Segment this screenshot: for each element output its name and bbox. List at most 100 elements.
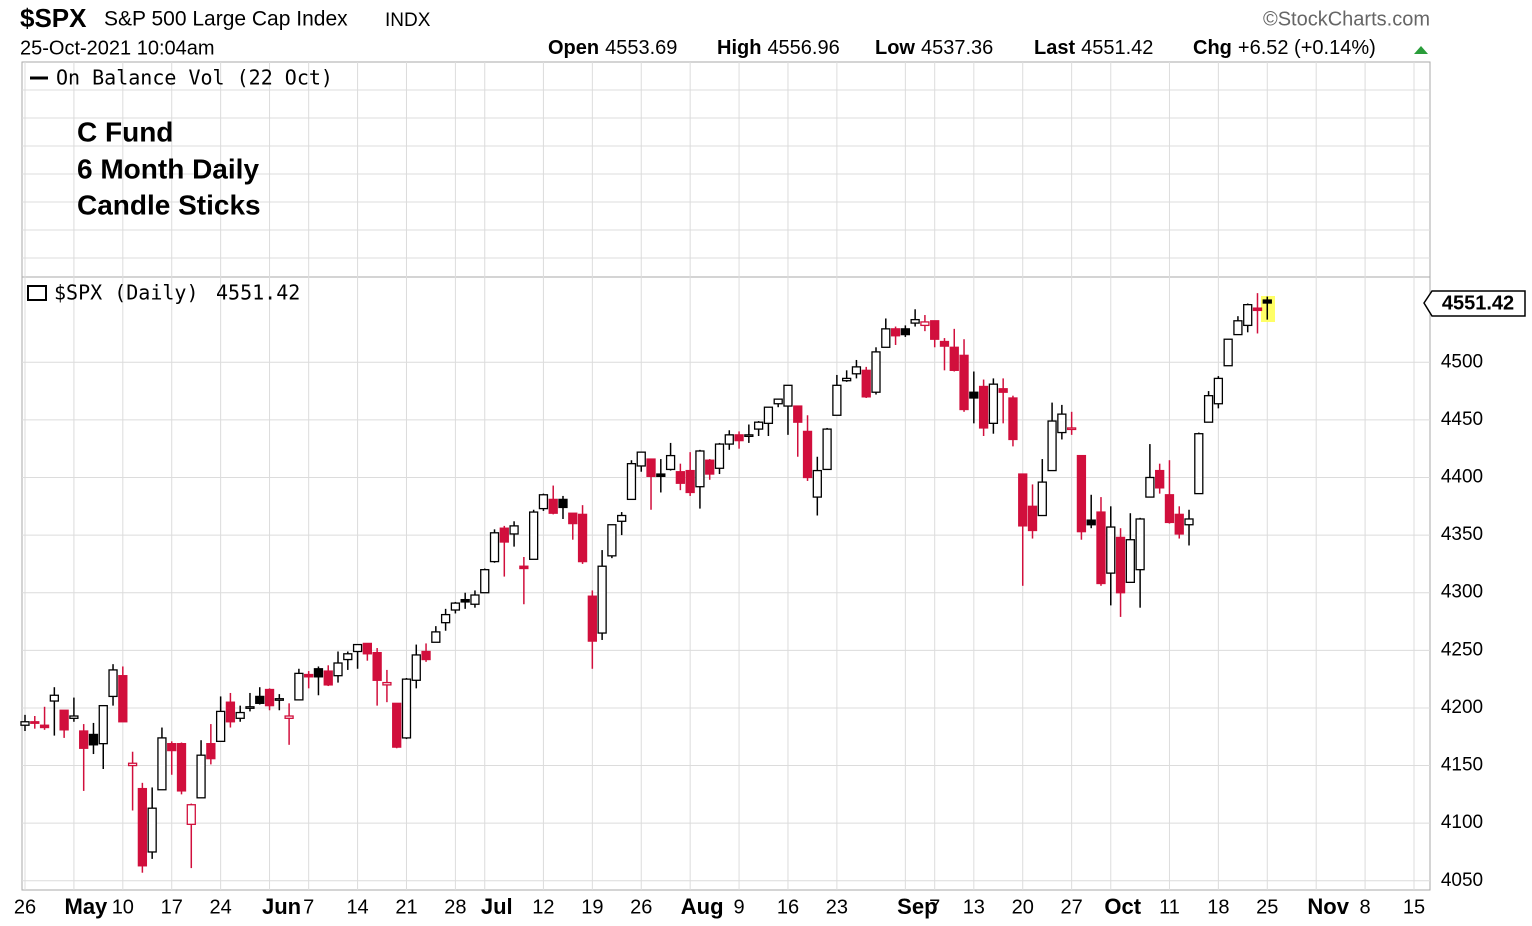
candle-body (626, 463, 637, 501)
candle-body (969, 391, 979, 399)
candle-body (890, 328, 901, 337)
x-tick-label: 21 (395, 896, 417, 918)
quote-label: Open (548, 37, 599, 59)
candle-body (362, 642, 373, 655)
candle-body (176, 743, 187, 792)
candle-body (1057, 413, 1067, 434)
price-panel (21, 276, 1431, 891)
candle-body (1184, 518, 1194, 526)
candle-body (675, 471, 686, 484)
x-tick-label: 8 (1360, 896, 1371, 918)
candle-body (480, 569, 490, 594)
x-tick-label: Sep (897, 894, 937, 919)
candle-body (734, 434, 744, 442)
index-name: S&P 500 Large Cap Index (104, 8, 348, 31)
candle-body (509, 525, 519, 535)
quote-label: High (717, 37, 761, 59)
up-arrow (1414, 46, 1428, 54)
candle-body (978, 385, 989, 429)
candle-body (587, 595, 597, 642)
candle-body (1252, 307, 1263, 312)
candle-body (1164, 494, 1175, 524)
candle-body (1018, 473, 1028, 527)
candle-body (1047, 420, 1057, 472)
candle-body (783, 384, 793, 407)
y-tick-label: 4450 (1441, 409, 1483, 430)
candle-body (822, 428, 832, 471)
quote-value: +6.52 (+0.14%) (1238, 37, 1376, 59)
candle-body (528, 511, 539, 560)
x-tick-label: 7 (303, 896, 314, 918)
candle-body (382, 681, 392, 686)
x-tick-label: 16 (777, 896, 799, 918)
quote-item: High 4556.96 (717, 37, 840, 59)
grid (22, 62, 1430, 890)
x-tick-label: 28 (444, 896, 466, 918)
candle-body (930, 320, 940, 340)
candle-body (695, 450, 705, 488)
y-tick-label: 4250 (1441, 639, 1483, 660)
candle-body (1027, 505, 1038, 532)
candle-body (1125, 539, 1135, 583)
candle-body (1174, 513, 1184, 535)
candle-body (225, 701, 236, 723)
quote-value: 4551.42 (1081, 37, 1153, 59)
candle-body (137, 787, 148, 867)
candle-body (333, 662, 343, 677)
candle-body (196, 754, 206, 799)
candle-body (167, 743, 177, 752)
candle-body (802, 430, 813, 479)
candle-body (1243, 304, 1253, 327)
candle-body (1115, 536, 1126, 594)
x-tick-label: 26 (630, 896, 652, 918)
candle-body (98, 704, 108, 745)
candle-body (538, 494, 549, 510)
candle-body (59, 709, 69, 731)
candle-body (1262, 299, 1272, 304)
annotation: Candle Sticks (77, 189, 261, 220)
candle-body (284, 715, 294, 719)
x-tick-label: 7 (929, 896, 940, 918)
candle-body (881, 328, 891, 348)
candle-body (157, 737, 167, 791)
candle-body (470, 594, 480, 605)
quote-label: Last (1034, 37, 1075, 59)
candle-body (832, 384, 842, 416)
candle-body (352, 643, 363, 653)
quote: Open 4553.69 High 4556.96 Low 4537.36 Last 4551… (548, 37, 1376, 59)
candle-body (753, 421, 764, 430)
candle-body (215, 710, 226, 743)
candles (20, 293, 1272, 873)
candle-body (30, 721, 40, 724)
candle-body (744, 434, 754, 438)
price-legend: $SPX (Daily) (54, 281, 199, 305)
candle-body (959, 354, 969, 411)
x-tick-label: 26 (14, 896, 36, 918)
x-tick-label: May (65, 894, 109, 919)
candle-body (646, 458, 656, 477)
candle-body (323, 670, 333, 686)
candle-body (705, 459, 715, 475)
candle-body (1203, 395, 1214, 423)
quote-item: Last 4551.42 (1034, 37, 1153, 59)
candle-body (421, 650, 431, 661)
candle-body (127, 762, 138, 767)
timestamp: 25-Oct-2021 10:04am (20, 37, 215, 59)
candle-body (920, 321, 930, 327)
candle-body (1037, 481, 1047, 517)
candle-body (1076, 454, 1087, 533)
y-tick-label: 4100 (1441, 812, 1483, 833)
candle-body (372, 651, 382, 681)
x-tick-label: Nov (1307, 894, 1349, 919)
candle-body (460, 598, 470, 603)
candle-body (577, 513, 588, 563)
candle-body (440, 613, 451, 624)
y-tick-label: 4050 (1441, 870, 1483, 891)
candle-body (245, 706, 255, 709)
candle-body (108, 669, 118, 698)
candle-body (401, 678, 412, 739)
x-tick-label: 19 (581, 896, 603, 918)
candle-body (558, 498, 568, 509)
x-tick-label: 10 (112, 896, 134, 918)
